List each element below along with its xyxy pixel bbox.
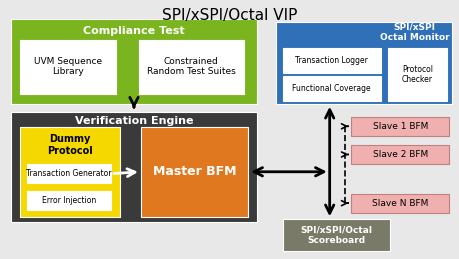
Text: Slave 2 BFM: Slave 2 BFM (372, 150, 427, 159)
Text: Constrained
Random Test Suites: Constrained Random Test Suites (146, 57, 235, 76)
FancyBboxPatch shape (20, 40, 116, 94)
FancyBboxPatch shape (275, 22, 451, 104)
Text: Transaction Logger: Transaction Logger (295, 56, 367, 65)
FancyBboxPatch shape (282, 76, 380, 101)
Text: Dummy
Protocol: Dummy Protocol (47, 134, 93, 156)
FancyBboxPatch shape (27, 164, 111, 183)
Text: Functional Coverage: Functional Coverage (292, 84, 370, 93)
FancyBboxPatch shape (138, 40, 243, 94)
FancyBboxPatch shape (140, 127, 248, 217)
FancyBboxPatch shape (350, 145, 448, 164)
Text: Compliance Test: Compliance Test (83, 26, 185, 36)
Text: Master BFM: Master BFM (152, 165, 236, 178)
FancyBboxPatch shape (387, 47, 446, 101)
Text: Slave N BFM: Slave N BFM (371, 199, 428, 208)
Text: SPI/xSPI
Octal Monitor: SPI/xSPI Octal Monitor (379, 23, 448, 42)
Text: Transaction Generator: Transaction Generator (26, 169, 112, 178)
Text: SPI/xSPI/Octal VIP: SPI/xSPI/Octal VIP (162, 8, 297, 23)
FancyBboxPatch shape (20, 127, 120, 217)
FancyBboxPatch shape (350, 193, 448, 213)
Text: Verification Engine: Verification Engine (74, 116, 193, 126)
FancyBboxPatch shape (11, 112, 257, 222)
FancyBboxPatch shape (350, 117, 448, 136)
Text: SPI/xSPI/Octal
Scoreboard: SPI/xSPI/Octal Scoreboard (300, 226, 371, 245)
FancyBboxPatch shape (11, 19, 257, 104)
FancyBboxPatch shape (282, 219, 389, 251)
Text: UVM Sequence
Library: UVM Sequence Library (34, 57, 101, 76)
Text: Error Injection: Error Injection (42, 196, 96, 205)
FancyBboxPatch shape (282, 47, 380, 73)
Text: Protocol
Checker: Protocol Checker (401, 65, 432, 84)
Text: Slave 1 BFM: Slave 1 BFM (372, 122, 427, 131)
FancyBboxPatch shape (27, 191, 111, 210)
